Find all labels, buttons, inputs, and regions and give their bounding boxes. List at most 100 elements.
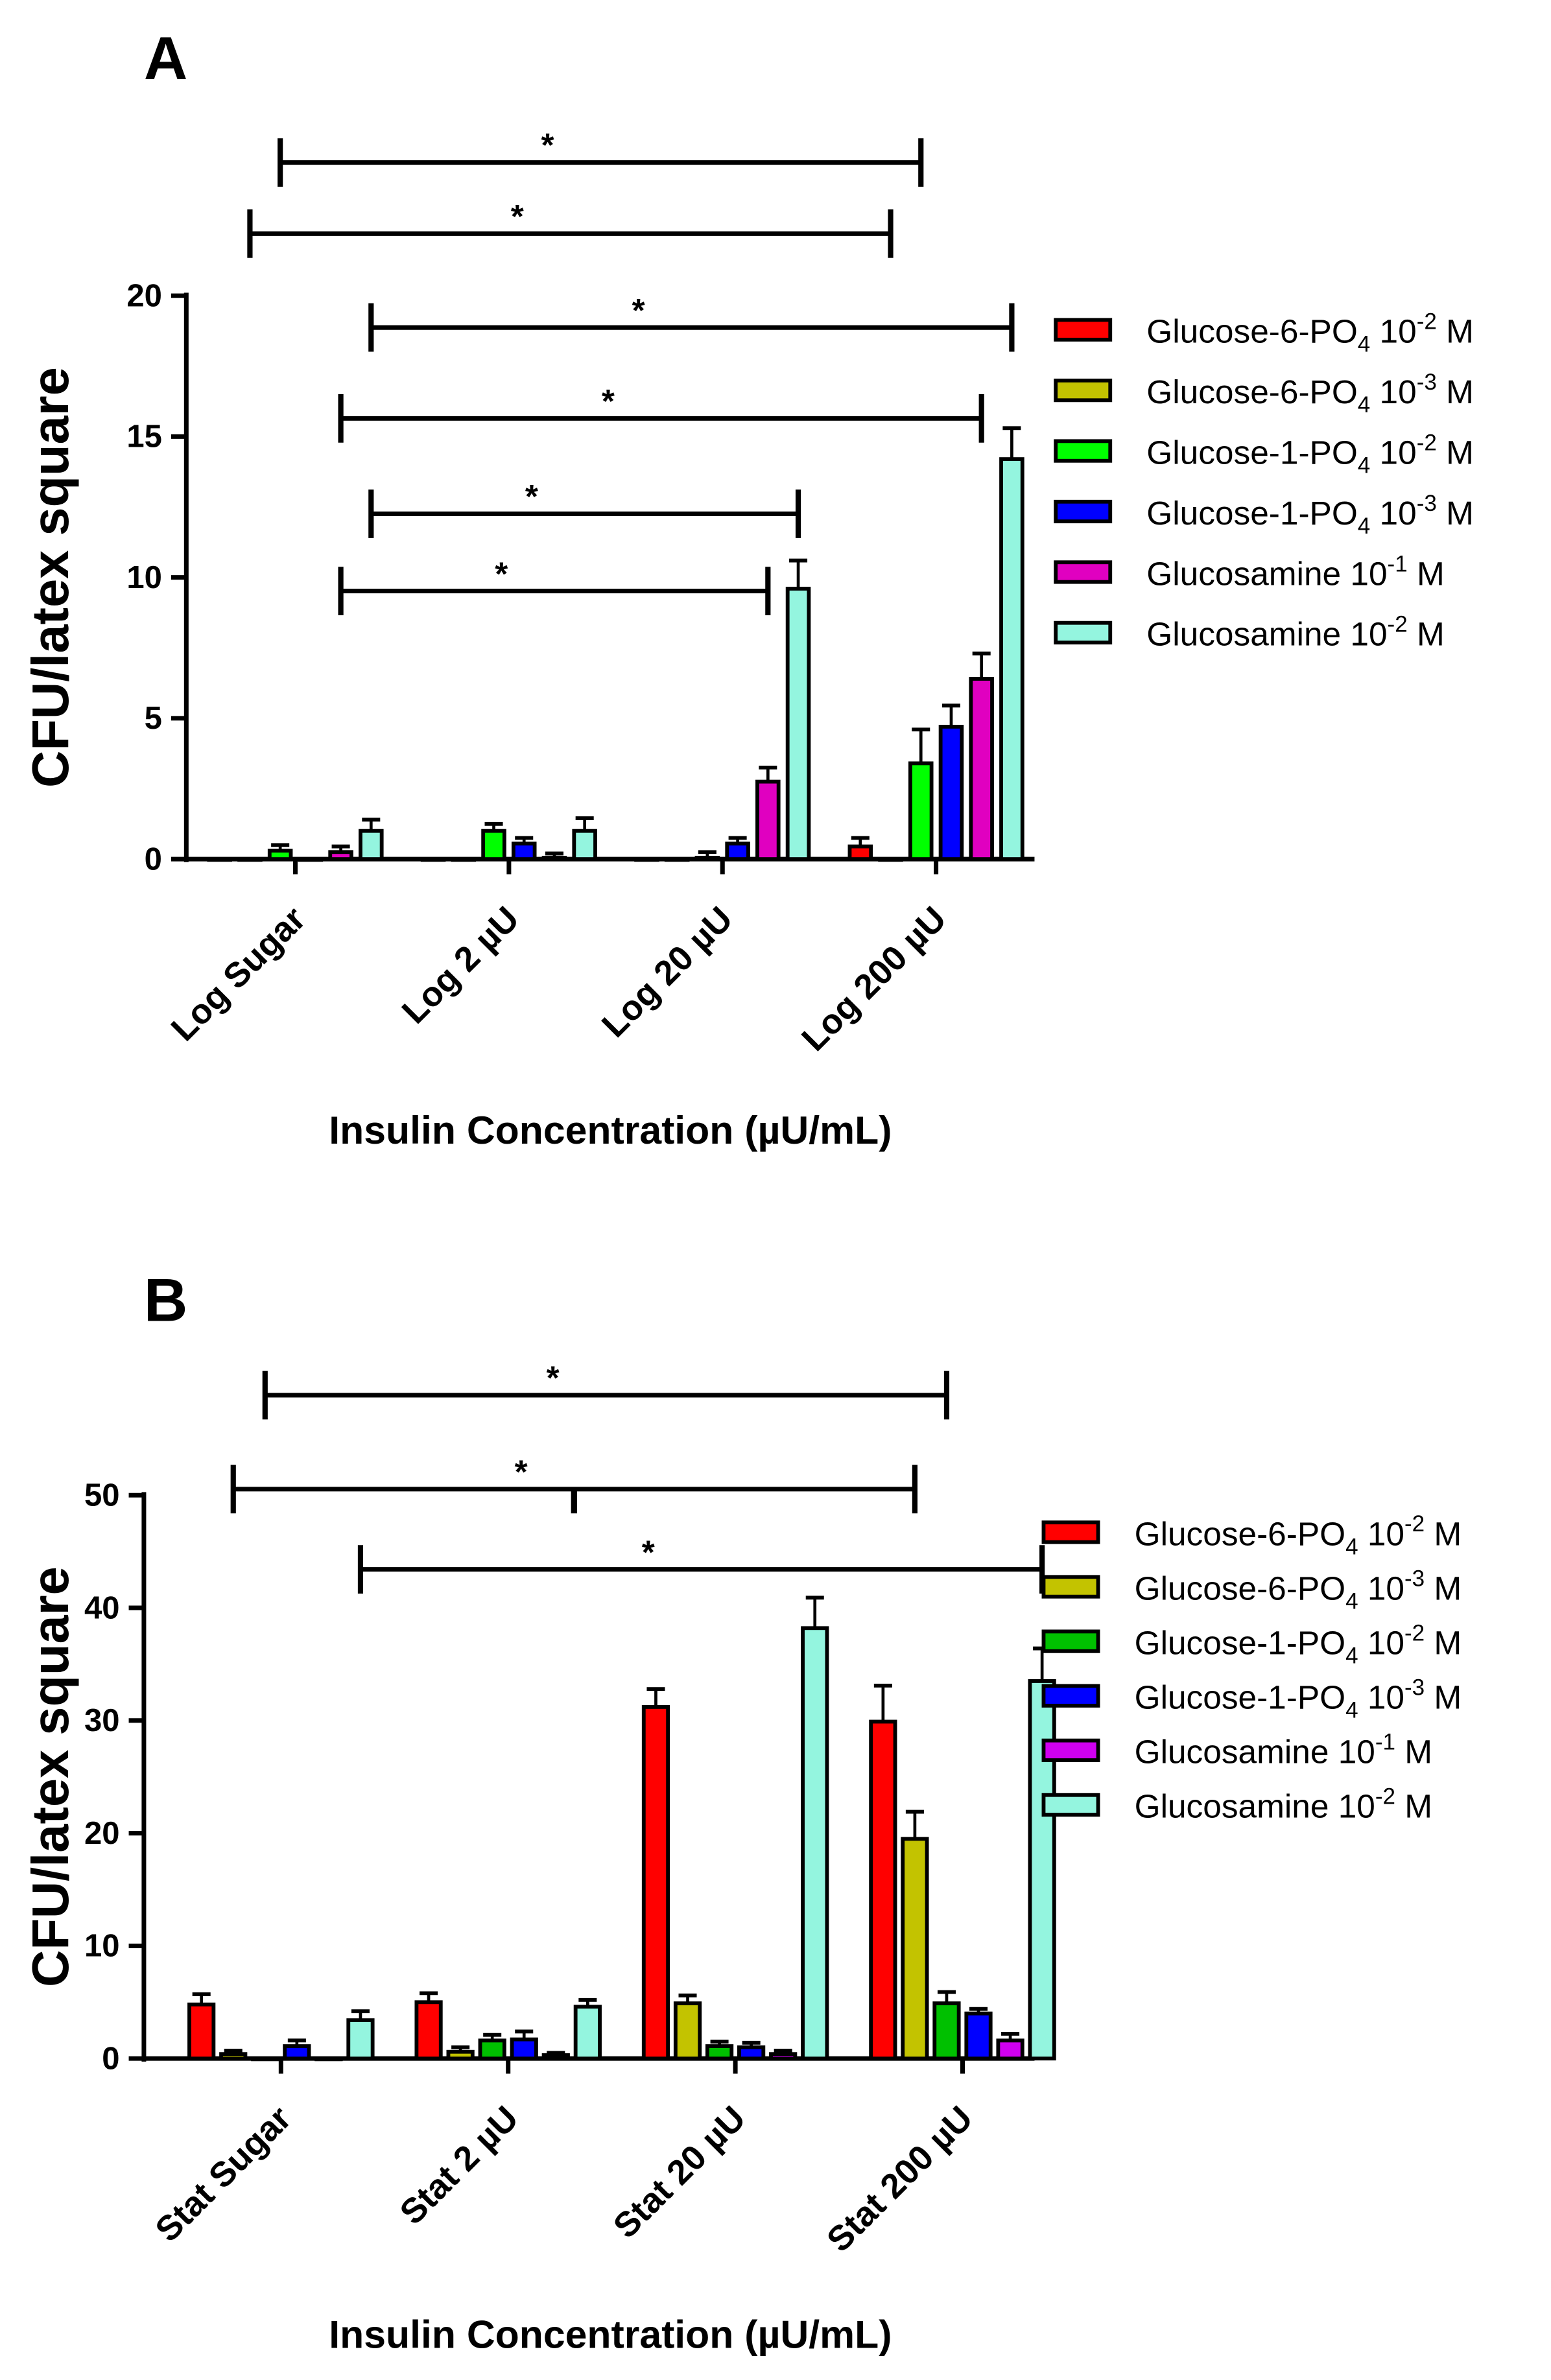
bar bbox=[634, 857, 659, 862]
legend-label-part: 4 bbox=[1358, 392, 1370, 418]
legend-item: Glucosamine 10-1 M bbox=[1054, 551, 1445, 592]
bar bbox=[769, 2052, 798, 2061]
bar bbox=[705, 2044, 734, 2061]
legend-label: Glucosamine 10-1 M bbox=[1135, 1730, 1432, 1771]
y-tick-label: 20 bbox=[126, 278, 162, 313]
legend-label-part: Glucose-6-PO bbox=[1135, 1569, 1345, 1607]
legend-label-part: 10 bbox=[1358, 1679, 1404, 1716]
x-axis-label: Insulin Concentration (µU/mL) bbox=[329, 1108, 892, 1152]
bar bbox=[901, 1837, 929, 2061]
legend-item: Glucose-1-PO4 10-2 M bbox=[1041, 1620, 1462, 1668]
legend-label-part: 10 bbox=[1370, 373, 1416, 410]
legend-label-part: Glucose-1-PO bbox=[1135, 1623, 1345, 1661]
y-tick-label: 0 bbox=[102, 2042, 119, 2077]
legend-swatch bbox=[1054, 620, 1113, 644]
legend-swatch bbox=[1041, 1520, 1100, 1544]
bar bbox=[207, 857, 232, 862]
bar bbox=[673, 2001, 702, 2061]
legend-label-part: Glucose-1-PO bbox=[1135, 1679, 1345, 1716]
legend-label-part: 10 bbox=[1370, 433, 1416, 471]
y-tick-label: 20 bbox=[84, 1816, 120, 1851]
panel-letter: A bbox=[144, 24, 187, 92]
bar bbox=[755, 779, 781, 862]
legend-swatch bbox=[1054, 318, 1113, 342]
bar bbox=[328, 850, 353, 862]
legend-label-part: -3 bbox=[1404, 1675, 1425, 1701]
legend-label-part: -1 bbox=[1375, 1730, 1395, 1755]
significance-star: * bbox=[541, 126, 554, 163]
legend-label: Glucosamine 10-1 M bbox=[1146, 551, 1444, 592]
bar bbox=[267, 849, 293, 862]
legend-label-part: 4 bbox=[1358, 513, 1370, 539]
legend-label-part: 4 bbox=[1345, 1534, 1358, 1559]
significance-star: * bbox=[642, 1533, 655, 1570]
legend-label-part: 10 bbox=[1370, 312, 1416, 350]
significance-star: * bbox=[547, 1359, 560, 1396]
legend-label-part: -2 bbox=[1388, 612, 1408, 637]
legend-label-part: -2 bbox=[1417, 309, 1437, 335]
x-tick-label: Stat Sugar bbox=[148, 2099, 298, 2249]
bar bbox=[510, 2037, 538, 2061]
x-tick-label: Stat 200 µU bbox=[820, 2099, 980, 2259]
legend-label-part: -3 bbox=[1417, 370, 1437, 395]
bar bbox=[847, 844, 873, 862]
legend-item: Glucose-6-PO4 10-2 M bbox=[1041, 1511, 1462, 1559]
significance-star: * bbox=[632, 291, 645, 329]
legend-label: Glucosamine 10-2 M bbox=[1135, 1784, 1432, 1825]
legend-label: Glucosamine 10-2 M bbox=[1146, 612, 1444, 653]
legend-label-part: 4 bbox=[1345, 1643, 1358, 1668]
bar bbox=[359, 829, 384, 862]
bar bbox=[298, 857, 324, 862]
bar bbox=[541, 2053, 570, 2061]
x-tick-label: Log Sugar bbox=[163, 899, 313, 1048]
legend-swatch bbox=[1041, 1793, 1100, 1817]
legend-label: Glucose-1-PO4 10-2 M bbox=[1146, 430, 1474, 478]
legend-label-part: M bbox=[1437, 312, 1474, 350]
y-tick-label: 40 bbox=[84, 1590, 120, 1625]
legend-label-part: M bbox=[1437, 494, 1474, 532]
legend-label-part: 10 bbox=[1358, 1514, 1404, 1552]
legend-label-part: M bbox=[1437, 433, 1474, 471]
bar bbox=[938, 724, 964, 862]
legend-label: Glucose-1-PO4 10-3 M bbox=[1135, 1675, 1462, 1723]
y-tick-label: 30 bbox=[84, 1703, 120, 1738]
legend-item: Glucosamine 10-2 M bbox=[1054, 612, 1445, 653]
legend-label-part: 4 bbox=[1358, 332, 1370, 357]
legend-label-part: Glucosamine bbox=[1146, 615, 1341, 653]
chart-panel-b: B 0 10 20 30 40 50 CFU/latex square Stat Sugar St… bbox=[21, 1266, 1462, 2357]
bar bbox=[1028, 1679, 1056, 2061]
legend-label-part: 4 bbox=[1358, 453, 1370, 478]
bar bbox=[420, 857, 446, 862]
bar bbox=[414, 2000, 443, 2061]
panel-letter: B bbox=[144, 1266, 187, 1334]
legend-item: Glucosamine 10-2 M bbox=[1041, 1784, 1432, 1825]
legend-label-part: Glucose-1-PO bbox=[1146, 494, 1357, 532]
legend-label: Glucose-1-PO4 10-2 M bbox=[1135, 1620, 1462, 1668]
bar bbox=[999, 457, 1024, 862]
legend-label-part: Glucose-6-PO bbox=[1146, 312, 1357, 350]
legend-label-part: 10 bbox=[1341, 554, 1387, 592]
legend-label-part: M bbox=[1425, 1623, 1462, 1661]
x-tick-label: Log 2 µU bbox=[394, 899, 527, 1031]
bar bbox=[481, 829, 506, 862]
legend-label-part: -2 bbox=[1404, 1511, 1425, 1537]
legend-label-part: -3 bbox=[1404, 1566, 1425, 1591]
legend-label-part: Glucose-1-PO bbox=[1146, 433, 1357, 471]
bar bbox=[932, 2001, 961, 2061]
legend-label-part: M bbox=[1408, 615, 1445, 653]
legend-item: Glucose-6-PO4 10-3 M bbox=[1041, 1566, 1462, 1614]
legend-label-part: 10 bbox=[1358, 1569, 1404, 1607]
legend-label-part: 10 bbox=[1329, 1787, 1375, 1825]
legend-label-part: M bbox=[1408, 554, 1445, 592]
bar bbox=[737, 2045, 766, 2061]
legend-label-part: M bbox=[1425, 1569, 1462, 1607]
significance-star: * bbox=[602, 382, 615, 419]
legend-swatch bbox=[1041, 1575, 1100, 1599]
significance-star: * bbox=[495, 554, 508, 592]
legend-label-part: -2 bbox=[1375, 1784, 1395, 1809]
y-tick-label: 10 bbox=[126, 560, 162, 595]
bar bbox=[346, 2018, 375, 2061]
legend-label-part: -3 bbox=[1417, 491, 1437, 516]
legend-item: Glucose-1-PO4 10-2 M bbox=[1054, 430, 1474, 478]
